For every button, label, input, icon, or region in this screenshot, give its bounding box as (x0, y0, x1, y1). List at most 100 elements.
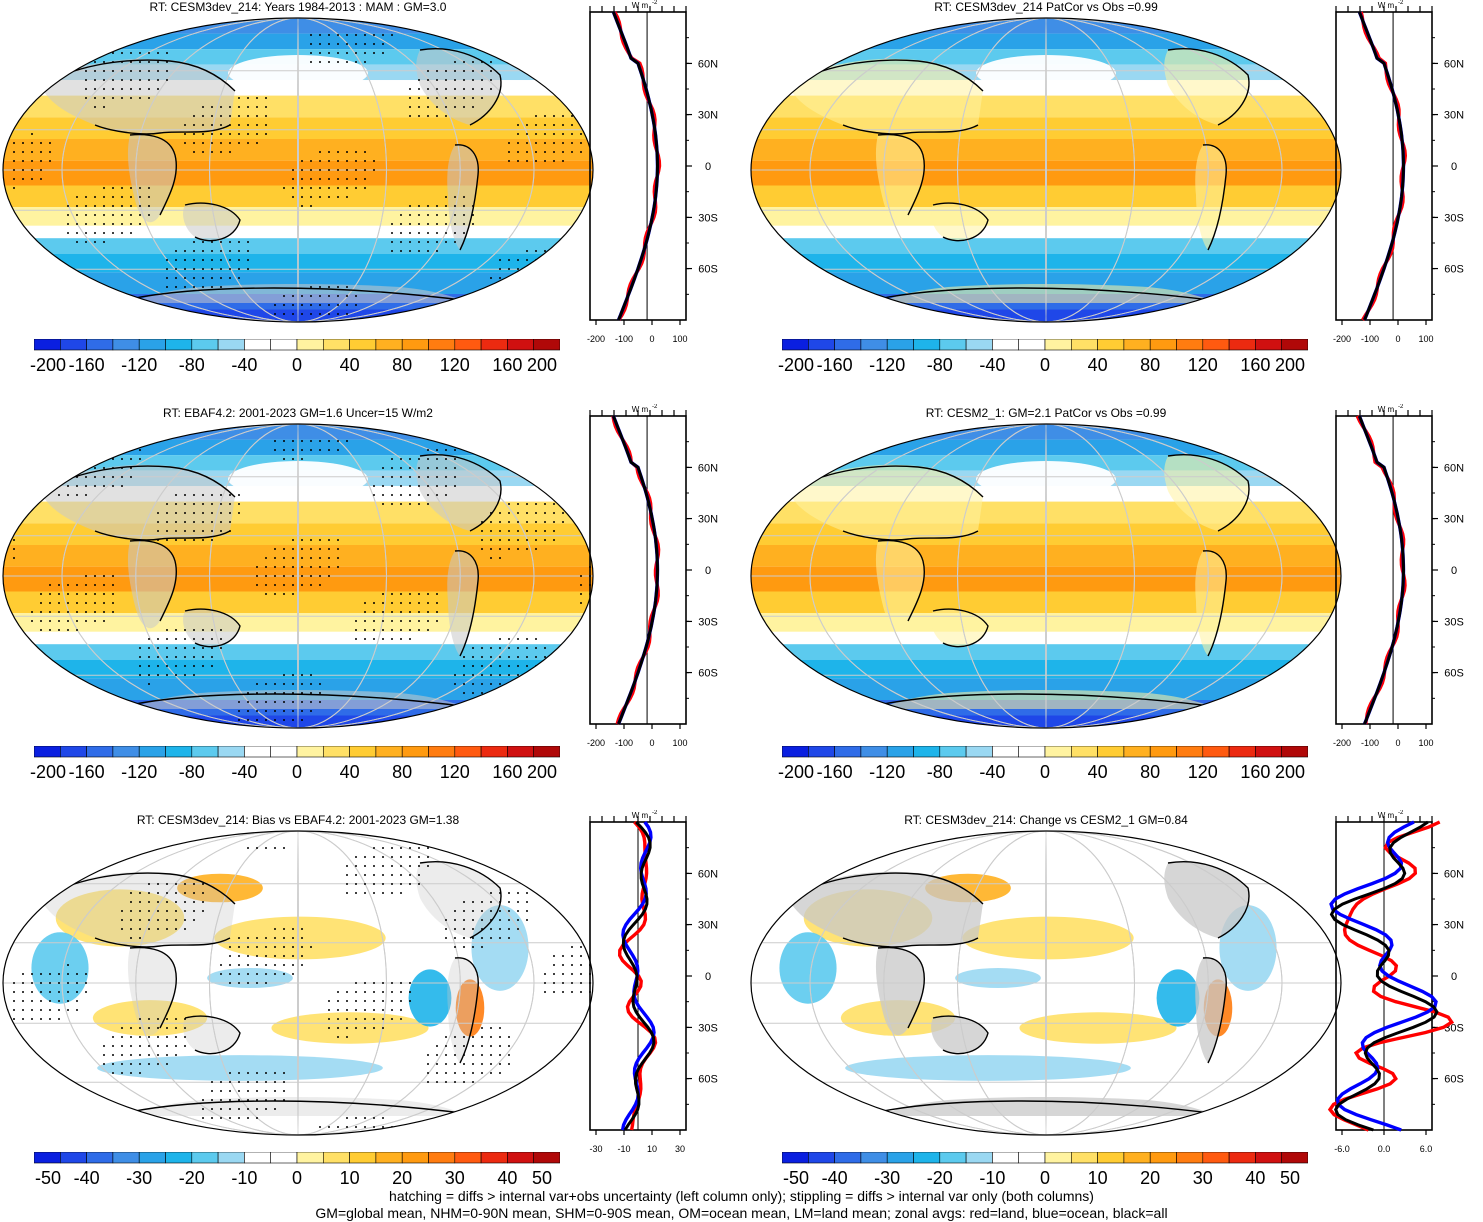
stipple-dot (139, 61, 141, 63)
stipple-dot (202, 277, 204, 279)
stipple-dot (346, 1000, 348, 1002)
zonal-lat-label: 60N (1444, 462, 1464, 474)
stipple-dot (535, 1108, 537, 1110)
stipple-dot (238, 719, 240, 721)
stipple-dot (211, 638, 213, 640)
stipple-dot (148, 70, 150, 72)
stipple-dot (283, 946, 285, 948)
stipple-dot (229, 982, 231, 984)
stipple-dot (454, 476, 456, 478)
stipple-dot (346, 151, 348, 153)
stipple-dot (58, 865, 60, 867)
stipple-dot (508, 910, 510, 912)
anomaly-region (214, 916, 386, 960)
stipple-dot (157, 928, 159, 930)
stipple-dot (193, 124, 195, 126)
colorbar-tick-label: -120 (869, 762, 906, 782)
stipple-dot (427, 106, 429, 108)
stipple-dot (202, 629, 204, 631)
stipple-dot (193, 919, 195, 921)
colorbar-tick-label: 160 (492, 762, 523, 782)
stipple-dot (292, 584, 294, 586)
graticule-meridian (135, 18, 461, 322)
colorbar-tick-label: 80 (392, 355, 413, 375)
stipple-dot (337, 440, 339, 442)
stipple-dot (94, 847, 96, 849)
stipple-dot (184, 250, 186, 252)
stipple-dot (328, 178, 330, 180)
stipple-dot (580, 602, 582, 604)
zonal-lat-label: 60S (1444, 264, 1464, 276)
stipple-dot (553, 991, 555, 993)
stipple-dot (445, 214, 447, 216)
stipple-dot (445, 115, 447, 117)
colorbar-swatch (138, 339, 166, 351)
stipple-dot (238, 701, 240, 703)
stipple-dot (490, 1054, 492, 1056)
graticule-meridian (957, 831, 1135, 1135)
stipple-dot (166, 919, 168, 921)
coastline (129, 539, 177, 622)
stipple-dot (400, 874, 402, 876)
colorbar-tick-label: -200 (29, 355, 67, 375)
stipple-dot (481, 674, 483, 676)
stipple-dot (184, 277, 186, 279)
stipple-dot (337, 178, 339, 180)
colorbar-swatch (1097, 339, 1125, 351)
stipple-dot (490, 683, 492, 685)
stipple-dot (229, 1081, 231, 1083)
stipple-dot (517, 683, 519, 685)
zonal-ocean-line (1329, 820, 1438, 1132)
stipple-dot (103, 485, 105, 487)
stipple-dot (193, 133, 195, 135)
stipple-dot (292, 539, 294, 541)
stipple-dot (427, 467, 429, 469)
stipple-dot (544, 539, 546, 541)
stipple-dot (526, 259, 528, 261)
stipple-dot (400, 494, 402, 496)
stipple-dot (490, 1072, 492, 1074)
stipple-dot (22, 295, 24, 297)
stipple-dot (337, 1009, 339, 1011)
zonal-unit-exponent: -2 (652, 0, 658, 6)
stipple-dot (373, 1027, 375, 1029)
stipple-dot (526, 142, 528, 144)
stipple-dot (508, 530, 510, 532)
stipple-dot (103, 584, 105, 586)
stipple-dot (310, 178, 312, 180)
stipple-dot (130, 1027, 132, 1029)
stipple-dot (400, 883, 402, 885)
stipple-dot (346, 1135, 348, 1137)
stipple-dot (319, 539, 321, 541)
colorbar-swatch (1018, 1152, 1046, 1164)
stipple-dot (562, 133, 564, 135)
stipple-dot (220, 512, 222, 514)
stipple-dot (211, 1090, 213, 1092)
colorbar-tick-label: 40 (1245, 1168, 1266, 1188)
colorbar-tick-label: 0 (1039, 355, 1051, 375)
stipple-dot (364, 52, 366, 54)
stipple-dot (472, 61, 474, 63)
stipple-dot (184, 647, 186, 649)
stipple-dot (427, 223, 429, 225)
stipple-dot (184, 530, 186, 532)
stipple-dot (283, 683, 285, 685)
stipple-dot (526, 548, 528, 550)
colorbar-tick-label: -40 (231, 355, 258, 375)
stipple-dot (67, 584, 69, 586)
graticule-meridian (883, 831, 1209, 1135)
stipple-dot (148, 928, 150, 930)
stipple-dot (247, 115, 249, 117)
stipple-dot (166, 286, 168, 288)
zonal-lat-label: 60N (698, 462, 718, 474)
stipple-dot (508, 892, 510, 894)
stipple-dot (130, 476, 132, 478)
stipple-dot (400, 1009, 402, 1011)
stipple-dot (94, 467, 96, 469)
land-region (183, 1016, 240, 1054)
stipple-dot (535, 1135, 537, 1137)
stipple-dot (373, 169, 375, 171)
stipple-dot (391, 494, 393, 496)
colorbar-tick-label: 40 (1087, 762, 1108, 782)
stipple-dot (211, 286, 213, 288)
